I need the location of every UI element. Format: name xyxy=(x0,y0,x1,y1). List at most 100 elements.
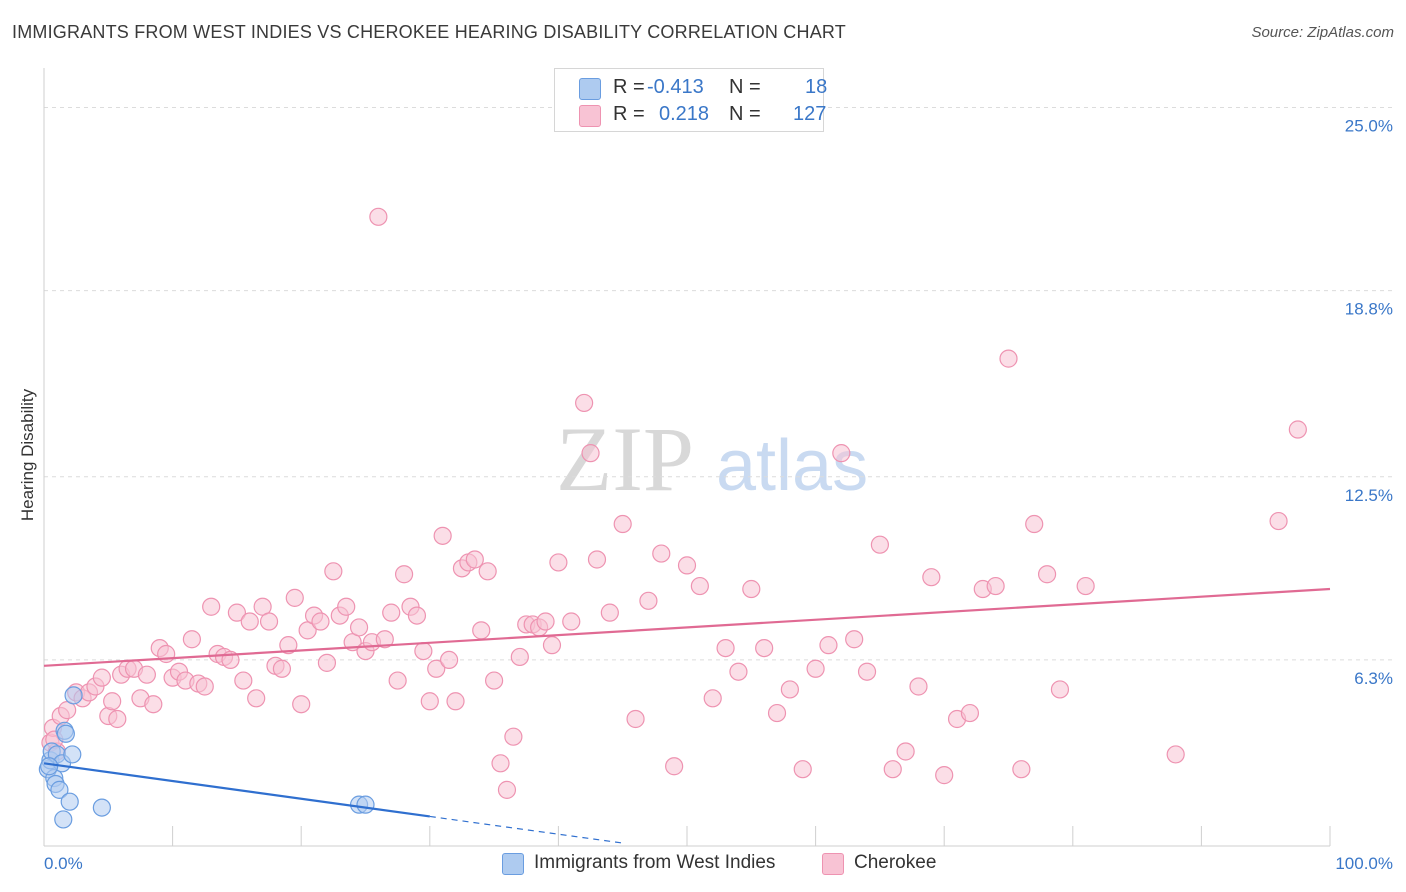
cherokee-point xyxy=(909,677,928,696)
y-tick-labels: 6.3% 12.5% 18.8% 25.0% xyxy=(1345,117,1393,688)
cherokee-point xyxy=(279,636,298,655)
cherokee-point xyxy=(536,612,555,631)
west-indies-point xyxy=(356,795,375,814)
source-label: Source: ZipAtlas.com xyxy=(1251,24,1394,41)
cherokee-point xyxy=(716,638,735,658)
watermark-atlas: atlas xyxy=(716,426,868,506)
west-indies-point xyxy=(54,810,73,829)
cherokee-point xyxy=(414,641,433,661)
cherokee-point xyxy=(677,556,697,575)
watermark-zip: ZIP xyxy=(556,408,694,510)
cherokee-point xyxy=(755,638,774,658)
west-indies-point xyxy=(63,745,82,764)
west-indies-point xyxy=(50,780,69,799)
cherokee-point xyxy=(497,780,517,799)
cherokee-point xyxy=(103,692,122,711)
cherokee-point xyxy=(587,550,607,569)
cherokee-point xyxy=(108,709,127,729)
cherokee-point xyxy=(369,207,388,226)
cherokee-point xyxy=(1037,565,1057,584)
cherokee-point xyxy=(542,636,562,655)
cherokee-point xyxy=(639,591,658,610)
cherokee-point xyxy=(1025,514,1044,534)
cherokee-point xyxy=(806,659,825,678)
x-tick-label: 0.0% xyxy=(44,854,83,873)
cherokee-point xyxy=(883,760,902,779)
cherokee-point xyxy=(202,597,221,616)
cherokee-point xyxy=(485,671,504,690)
watermark: ZIP atlas xyxy=(556,408,868,510)
cherokee-point xyxy=(549,553,568,572)
cherokee-point xyxy=(626,709,645,729)
cherokee-point xyxy=(1076,576,1095,596)
west-indies-trend-extension xyxy=(429,815,623,844)
west-indies-points xyxy=(38,686,375,829)
cherokee-point xyxy=(337,597,356,616)
bottom-legend-label: Immigrants from West Indies xyxy=(534,852,776,873)
y-tick-label: 6.3% xyxy=(1354,669,1393,688)
west-indies-point xyxy=(92,798,111,817)
cherokee-point xyxy=(240,612,259,631)
cherokee-point xyxy=(504,727,523,746)
y-tick-label: 18.8% xyxy=(1345,300,1393,319)
cherokee-point xyxy=(407,606,427,625)
y-tick-label: 25.0% xyxy=(1345,117,1393,136)
cherokee-point xyxy=(388,671,407,690)
cherokee-point xyxy=(986,576,1005,596)
cherokee-point xyxy=(439,650,459,670)
legend-n-value: 18 xyxy=(805,76,828,98)
cherokee-point xyxy=(870,535,890,554)
cherokee-point xyxy=(375,630,394,649)
cherokee-point xyxy=(562,612,581,631)
west-indies-point xyxy=(60,792,79,811)
cherokee-point xyxy=(780,680,799,699)
cherokee-point xyxy=(433,526,452,545)
cherokee-point xyxy=(247,689,266,708)
cherokee-point xyxy=(182,630,201,649)
cherokee-swatch xyxy=(822,853,844,875)
trend-lines xyxy=(43,587,1331,844)
cherokee-point xyxy=(793,760,812,779)
cherokee-point xyxy=(613,514,632,534)
cherokee-point xyxy=(292,695,311,714)
cherokee-point xyxy=(1050,680,1070,699)
legend-n-label: N = xyxy=(729,103,761,125)
cherokee-point xyxy=(690,576,709,596)
axes xyxy=(43,68,1331,847)
cherokee-point xyxy=(742,579,761,599)
cherokee-point xyxy=(311,612,330,631)
cherokee-point xyxy=(819,636,838,655)
cherokee-point xyxy=(665,757,684,776)
cherokee-point xyxy=(1288,420,1307,439)
west-indies-trend-line xyxy=(43,762,430,818)
legend-n-value: 127 xyxy=(793,103,827,125)
cherokee-point xyxy=(896,742,915,761)
cherokee-point xyxy=(510,647,529,667)
cherokee-point xyxy=(137,665,156,684)
cherokee-point xyxy=(729,662,748,681)
cherokee-point xyxy=(478,562,497,581)
legend-r-label: R = xyxy=(613,103,645,125)
cherokee-point xyxy=(382,603,401,622)
cherokee-point xyxy=(960,703,980,723)
cherokee-point xyxy=(272,659,292,678)
stats-legend: R = -0.413 N = 18 R = 0.218 N = 127 xyxy=(554,68,828,132)
cherokee-point xyxy=(195,677,214,696)
grid-lines xyxy=(44,107,1394,661)
west-indies-point xyxy=(40,757,59,776)
cherokee-point xyxy=(922,568,941,587)
cherokee-point xyxy=(259,612,279,631)
cherokee-point xyxy=(465,550,484,569)
legend-n-label: N = xyxy=(729,76,761,98)
cherokee-point xyxy=(1012,760,1031,779)
cherokee-point xyxy=(600,603,619,622)
cherokee-point xyxy=(767,703,787,723)
cherokee-point xyxy=(472,621,491,640)
cherokee-point xyxy=(317,653,337,672)
bottom-legend-label: Cherokee xyxy=(854,852,937,873)
cherokee-point xyxy=(394,565,414,584)
cherokee-point xyxy=(575,393,594,413)
x-tick-label: 100.0% xyxy=(1335,854,1393,873)
cherokee-point xyxy=(999,349,1018,368)
